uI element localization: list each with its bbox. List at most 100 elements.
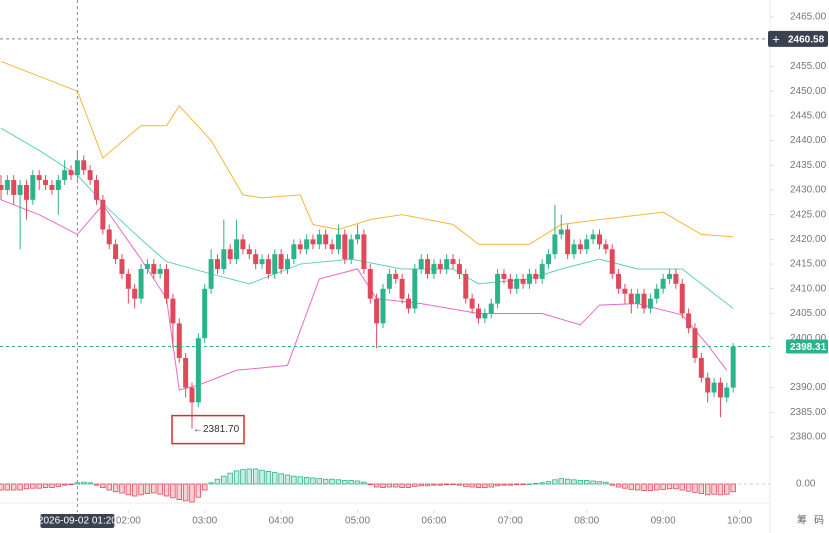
macd-bar (100, 483, 106, 488)
candle-body (482, 313, 488, 319)
band-line (0, 127, 734, 309)
macd-bar (418, 483, 424, 487)
macd-bar (240, 469, 246, 485)
candle-body (119, 259, 125, 274)
candle-body (698, 357, 704, 378)
candle-body (577, 244, 583, 250)
macd-bar (507, 483, 514, 486)
y-tick-label: 2435.00 (790, 160, 827, 171)
y-tick-label: 2390.00 (790, 382, 827, 393)
candle-body (724, 387, 730, 398)
macd-bar (564, 478, 571, 485)
candle-body (310, 239, 316, 245)
candle-body (30, 175, 36, 200)
macd-bar (182, 483, 189, 502)
candle-body (635, 293, 641, 304)
candle-body (11, 180, 17, 195)
candle-body (342, 234, 348, 260)
macd-bar (265, 470, 272, 485)
candle-body (4, 180, 10, 190)
macd-bar (303, 476, 310, 485)
macd-bar (380, 483, 386, 488)
macd-bar (0, 483, 4, 491)
macd-bar (654, 483, 660, 491)
macd-bar (354, 480, 361, 485)
candle-body (476, 308, 481, 319)
macd-bar (526, 483, 533, 485)
macd-bar (596, 481, 603, 485)
macd-bar (571, 479, 577, 485)
macd-bar (641, 483, 647, 491)
x-tick-label: 02:00 (116, 516, 141, 527)
macd-bar (335, 479, 342, 485)
macd-bar (163, 483, 170, 497)
macd-bar (227, 472, 233, 485)
macd-bar (157, 483, 163, 495)
candle-body (374, 298, 380, 324)
macd-tick-label: 0.00 (796, 479, 816, 490)
candle-body (291, 244, 297, 260)
macd-bar (278, 473, 284, 485)
y-tick-label: 2405.00 (790, 308, 827, 319)
candle-body (113, 244, 119, 260)
x-tick-label: 06:00 (421, 516, 446, 527)
macd-bar (501, 483, 507, 486)
candle-body (348, 239, 354, 260)
candle-body (164, 269, 170, 299)
side-tab[interactable]: 筹 (797, 514, 807, 527)
macd-bar (272, 472, 278, 485)
macd-bar (291, 475, 297, 485)
candle-body (202, 288, 208, 339)
candle-body (323, 234, 329, 245)
macd-bar (252, 468, 259, 485)
macd-bar (628, 483, 634, 490)
candle-body (0, 185, 4, 190)
candle-body (425, 259, 431, 274)
macd-bar (711, 483, 717, 495)
x-tick-label: 04:00 (269, 516, 294, 527)
macd-bar (4, 483, 11, 491)
crosshair-time-label: 2026-09-02 01:20 (38, 516, 117, 527)
candle-body (667, 273, 672, 279)
macd-bar (348, 479, 354, 485)
macd-bar (514, 483, 520, 486)
candle-body (278, 254, 284, 269)
crosshair-plus: + (772, 31, 780, 46)
crosshair-price-box (768, 30, 828, 47)
macd-bar (558, 478, 564, 485)
macd-bar (647, 483, 654, 491)
candle-body (679, 283, 685, 314)
candle-body (711, 382, 717, 393)
candle-body (444, 259, 450, 269)
macd-bar (679, 483, 685, 491)
x-tick-label: 08:00 (574, 516, 599, 527)
candle-body (23, 185, 29, 200)
candle-body (495, 273, 501, 304)
annotation-box (171, 414, 245, 445)
macd-bar (685, 483, 692, 492)
macd-bar (316, 478, 323, 485)
candle-body (335, 234, 341, 250)
side-tab[interactable]: 码 (814, 515, 824, 527)
macd-bar (666, 483, 673, 490)
candle-body (507, 278, 513, 289)
candle-body (717, 382, 723, 398)
macd-bar (545, 481, 552, 485)
macd-bar (412, 483, 418, 487)
macd-bar (393, 483, 399, 488)
candle-body (603, 244, 609, 250)
macd-bar (233, 470, 240, 485)
candle-body (539, 264, 545, 279)
macd-bar (42, 483, 49, 488)
macd-bar (367, 483, 373, 486)
candle-body (355, 234, 361, 240)
y-tick-label: 2380.00 (790, 432, 827, 443)
candle-body (62, 170, 68, 181)
macd-bar (49, 483, 55, 488)
candle-body (673, 273, 679, 284)
candle-body (195, 338, 201, 403)
candle-body (692, 328, 698, 358)
candle-body (329, 244, 335, 250)
candle-body (469, 298, 475, 309)
y-tick-label: 2455.00 (790, 61, 827, 72)
